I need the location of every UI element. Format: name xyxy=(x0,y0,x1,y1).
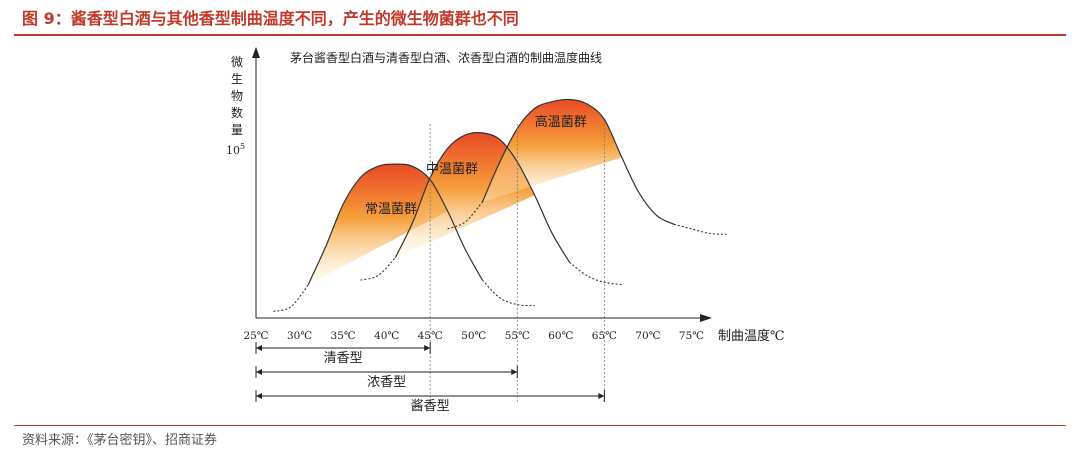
figure-title: 图 9：酱香型白酒与其他香型制曲温度不同，产生的微生物菌群也不同 xyxy=(22,9,519,28)
x-axis-arrow xyxy=(700,314,712,322)
footer-rule xyxy=(14,425,1066,426)
range-2: 酱香型 xyxy=(255,390,605,414)
x-tick-labels: 25℃ 30℃ 35℃ 40℃ 45℃ 50℃ 55℃ 60℃ 65℃ 70℃ 75℃ xyxy=(243,330,704,342)
series-tail-dotted-2 xyxy=(673,223,727,235)
x-tick-label: 45℃ xyxy=(418,330,443,342)
title-rule xyxy=(14,34,1066,36)
series-line-2 xyxy=(481,98,675,225)
range-label: 酱香型 xyxy=(411,399,450,414)
x-axis-label: 制曲温度℃ xyxy=(718,328,785,344)
y-axis-label-char: 生 xyxy=(231,72,243,86)
x-tick-label: 55℃ xyxy=(505,330,530,342)
curve-lines xyxy=(273,98,727,312)
y-axis-label-char: 量 xyxy=(231,123,243,137)
y-axis-label-char: 微 xyxy=(231,55,243,69)
series-label-0: 常温菌群 xyxy=(365,202,417,217)
x-tick-label: 25℃ xyxy=(243,330,268,342)
range-arrow-right xyxy=(424,345,431,351)
range-arrow-left xyxy=(256,369,262,375)
chart-title: 茅台酱香型白酒与清香型白酒、浓香型白酒的制曲温度曲线 xyxy=(290,50,602,65)
range-0: 清香型 xyxy=(255,342,431,366)
range-label: 清香型 xyxy=(324,351,363,366)
range-label: 浓香型 xyxy=(367,375,406,390)
x-tick-label: 65℃ xyxy=(592,330,617,342)
range-arrow-right xyxy=(598,393,605,399)
x-tick-label: 75℃ xyxy=(679,330,704,342)
series-line-1 xyxy=(394,131,571,263)
source-note: 资料来源：《茅台密钥》、招商证券 xyxy=(22,433,218,448)
x-tick-label: 60℃ xyxy=(548,330,573,342)
series-tail-dotted-0 xyxy=(482,279,535,307)
range-1: 浓香型 xyxy=(255,366,518,390)
y-axis-arrow xyxy=(252,47,260,58)
x-tick-label: 70℃ xyxy=(635,330,660,342)
x-tick-label: 40℃ xyxy=(374,330,399,342)
y-axis-label-char: 数 xyxy=(231,105,243,120)
series-start-dotted-0 xyxy=(273,284,309,312)
series-label-1: 中温菌群 xyxy=(426,162,478,177)
axes xyxy=(252,47,712,322)
range-arrow-right xyxy=(511,369,518,375)
range-arrow-left xyxy=(256,345,262,351)
x-tick-label: 35℃ xyxy=(331,330,356,342)
series-start-dotted-2 xyxy=(447,201,483,230)
series-tail-dotted-1 xyxy=(569,261,622,286)
series-start-dotted-1 xyxy=(360,257,396,281)
y-axis-unit: 105 xyxy=(226,142,245,157)
x-tick-label: 30℃ xyxy=(287,330,312,342)
series-label-2: 高温菌群 xyxy=(535,114,587,130)
series-fill-0 xyxy=(308,164,448,285)
y-axis-label-char: 物 xyxy=(231,89,243,103)
range-arrow-left xyxy=(256,393,262,399)
series-line-0 xyxy=(307,163,483,285)
series-labels: 常温菌群 中温菌群 高温菌群 xyxy=(365,114,587,217)
x-tick-label: 50℃ xyxy=(461,330,486,342)
